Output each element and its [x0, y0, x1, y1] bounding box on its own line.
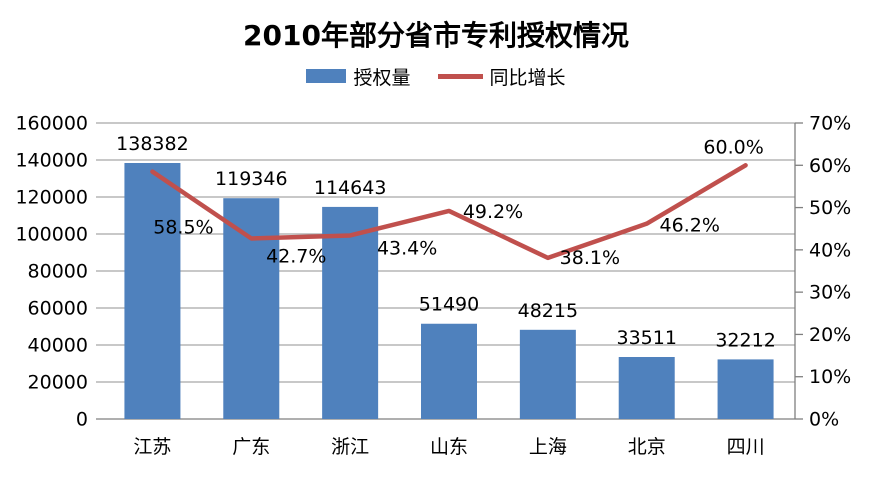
bar [519, 329, 576, 419]
category-label: 广东 [232, 436, 270, 458]
category-label: 上海 [529, 436, 567, 458]
bar [717, 359, 774, 419]
line-value-label: 42.7% [266, 245, 326, 267]
line-value-label: 46.2% [660, 215, 720, 237]
bar [618, 357, 675, 419]
bar-value-label: 119346 [215, 168, 288, 190]
bar [322, 206, 379, 419]
bar [124, 162, 181, 420]
left-axis-tick-label: 80000 [28, 261, 88, 283]
line-value-label: 43.4% [377, 237, 437, 259]
left-axis-tick-label: 100000 [15, 224, 88, 246]
legend-label-growth: 同比增长 [489, 66, 566, 89]
bar [223, 198, 280, 419]
legend: 授权量 同比增长 [0, 62, 872, 90]
line-value-label: 58.5% [153, 217, 213, 239]
left-axis-tick-label: 140000 [15, 150, 88, 172]
left-axis-tick-label: 0 [76, 409, 88, 431]
line-value-label: 38.1% [560, 247, 620, 269]
chart-title: 2010年部分省市专利授权情况 [243, 19, 629, 52]
right-axis-tick-label: 30% [809, 282, 851, 304]
bar-value-label: 51490 [419, 294, 479, 316]
bar [421, 323, 477, 419]
right-axis-tick-label: 10% [809, 366, 851, 388]
category-label: 北京 [628, 436, 666, 458]
line-value-label: 49.2% [463, 201, 523, 223]
right-axis-tick-label: 20% [809, 324, 851, 346]
category-label: 山东 [430, 436, 468, 458]
growth-line [150, 163, 748, 261]
bar-value-label: 48215 [518, 300, 578, 322]
line-value-label: 60.0% [703, 136, 763, 158]
left-axis-tick-label: 60000 [28, 298, 88, 320]
legend-item-grants: 授权量 [306, 63, 411, 90]
bar-series-swatch-icon [306, 69, 347, 83]
right-axis-tick-label: 0% [809, 409, 839, 431]
right-axis-tick-label: 60% [809, 155, 851, 177]
right-axis-tick-label: 40% [809, 239, 851, 261]
bar-value-label: 138382 [116, 133, 189, 155]
left-axis-tick-label: 120000 [15, 187, 88, 209]
category-label: 江苏 [133, 436, 171, 458]
right-axis-tick-label: 70% [809, 113, 851, 135]
category-label: 四川 [727, 436, 765, 458]
line-series-swatch-icon [437, 73, 483, 79]
bar-value-label: 32212 [715, 329, 775, 351]
legend-label-grants: 授权量 [353, 66, 411, 89]
bar-value-label: 114643 [314, 177, 387, 199]
bar-value-label: 33511 [616, 327, 676, 349]
left-axis-tick-label: 160000 [15, 113, 88, 135]
legend-item-growth: 同比增长 [437, 63, 566, 90]
left-axis-tick-label: 40000 [28, 335, 88, 357]
left-axis-tick-label: 20000 [28, 372, 88, 394]
category-label: 浙江 [331, 436, 369, 458]
right-axis-tick-label: 50% [809, 197, 851, 219]
